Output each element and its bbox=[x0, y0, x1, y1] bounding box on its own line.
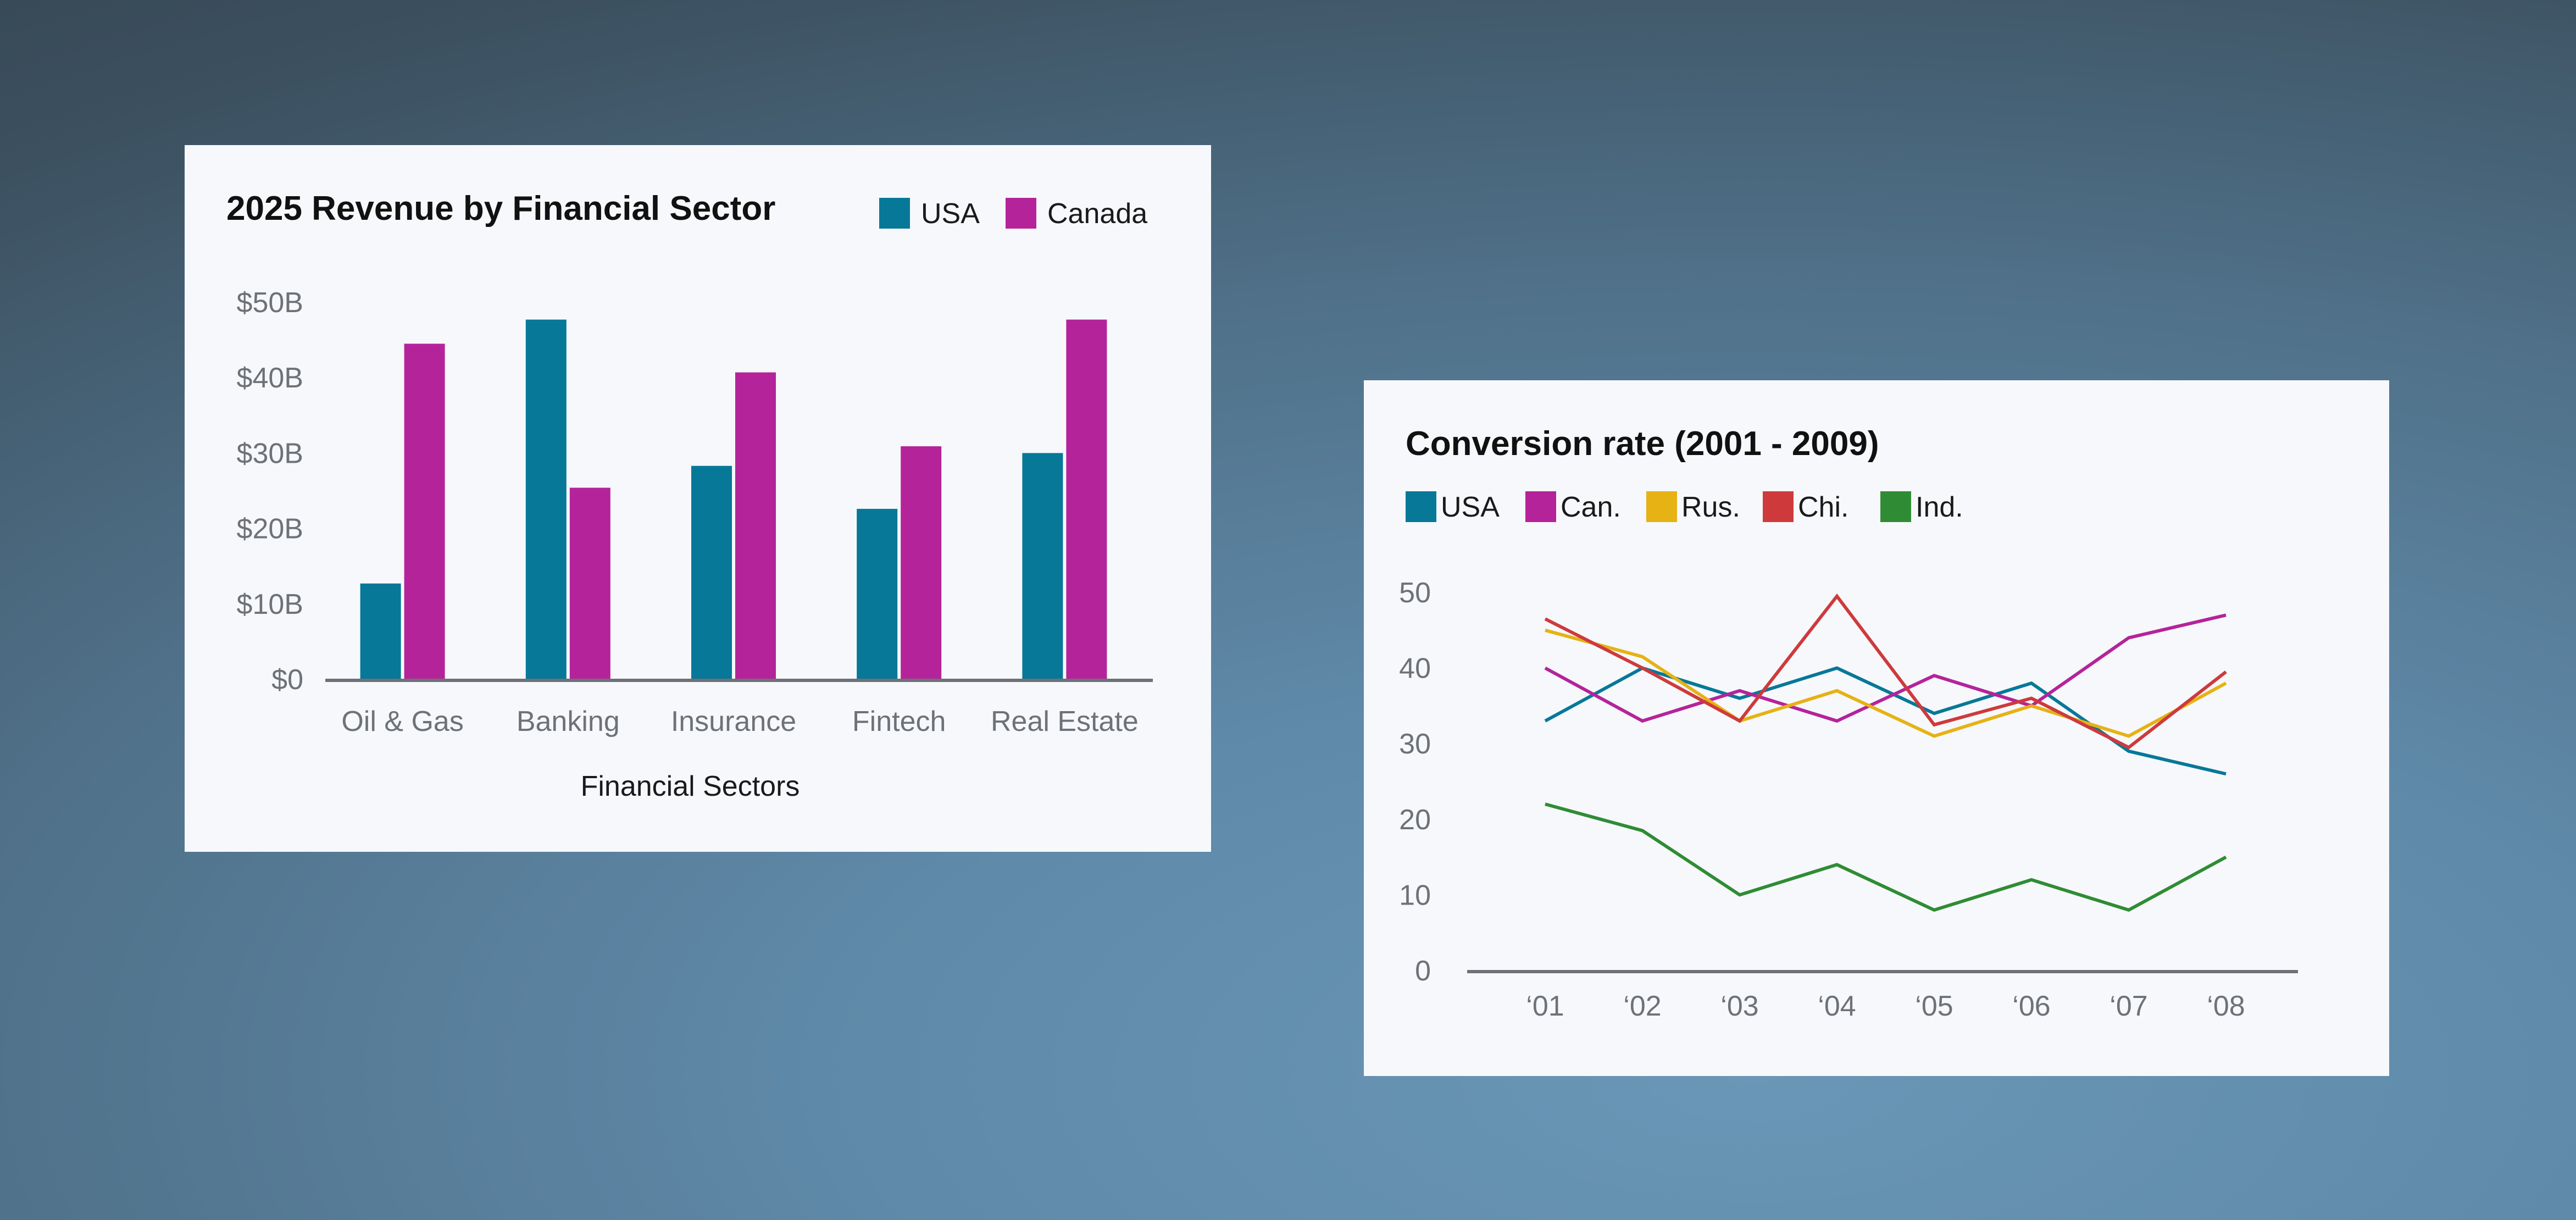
line-series-chi bbox=[1544, 593, 2227, 750]
bar-chart-y-axis: $0 $10B $20B $30B $40B $50B bbox=[237, 287, 303, 696]
x-tick-label: ‘06 bbox=[2012, 990, 2050, 1022]
x-tick-label: Insurance bbox=[671, 706, 796, 737]
y-tick-label: 40 bbox=[1399, 653, 1431, 685]
line-chart-title: Conversion rate (2001 - 2009) bbox=[1406, 425, 1879, 463]
x-tick-label: ‘01 bbox=[1526, 990, 1564, 1022]
line-chart-series bbox=[1544, 593, 2227, 912]
legend-swatch-usa bbox=[1406, 491, 1436, 522]
x-tick-label: ‘08 bbox=[2207, 990, 2245, 1022]
y-tick-label: $10B bbox=[237, 589, 303, 620]
bar-canada-fintech bbox=[901, 446, 942, 679]
legend-label-usa: USA bbox=[1441, 491, 1500, 523]
legend-swatch-ind bbox=[1880, 491, 1911, 522]
bar-chart-x-axis: Oil & Gas Banking Insurance Fintech Real Est… bbox=[341, 706, 1138, 737]
bar-canada-real-estate bbox=[1066, 319, 1107, 679]
bar-canada-banking bbox=[569, 487, 610, 679]
x-tick-label: ‘04 bbox=[1818, 990, 1856, 1022]
legend-swatch-usa bbox=[879, 198, 910, 229]
bar-canada-insurance bbox=[735, 372, 776, 679]
x-tick-label: ‘03 bbox=[1720, 990, 1758, 1022]
bar-chart-legend: USA Canada bbox=[879, 198, 1147, 230]
legend-label-canada: Canada bbox=[1047, 198, 1147, 230]
legend-label-rus: Rus. bbox=[1681, 491, 1740, 523]
legend-label-usa: USA bbox=[921, 198, 980, 230]
y-tick-label: 0 bbox=[1415, 955, 1431, 987]
line-chart-y-axis: 0 10 20 30 40 50 bbox=[1399, 577, 1431, 987]
y-tick-label: 30 bbox=[1399, 728, 1431, 760]
y-tick-label: $0 bbox=[271, 664, 303, 696]
bar-chart-x-axis-title: Financial Sectors bbox=[581, 770, 800, 802]
legend-swatch-rus bbox=[1646, 491, 1677, 522]
x-tick-label: ‘02 bbox=[1623, 990, 1661, 1022]
conversion-line-chart-card: Conversion rate (2001 - 2009) USA Can. Rus… bbox=[1364, 380, 2389, 1076]
y-tick-label: $50B bbox=[237, 287, 303, 319]
legend-label-ind: Ind. bbox=[1916, 491, 1963, 523]
revenue-bar-chart: 2025 Revenue by Financial Sector USA Cana… bbox=[226, 190, 1153, 802]
bar-usa-oil-gas bbox=[360, 583, 401, 679]
x-tick-label: Real Estate bbox=[991, 706, 1139, 737]
bar-canada-oil-gas bbox=[404, 343, 445, 679]
x-tick-label: Oil & Gas bbox=[341, 706, 464, 737]
y-tick-label: $30B bbox=[237, 437, 303, 469]
bar-usa-real-estate bbox=[1022, 453, 1063, 679]
legend-swatch-canada bbox=[1006, 198, 1036, 229]
legend-label-chi: Chi. bbox=[1798, 491, 1848, 523]
bar-usa-banking bbox=[525, 319, 567, 679]
x-tick-label: ‘07 bbox=[2109, 990, 2147, 1022]
line-series-ind bbox=[1545, 802, 2227, 912]
y-tick-label: 20 bbox=[1399, 804, 1431, 836]
y-tick-label: 50 bbox=[1399, 577, 1431, 609]
bar-chart-title: 2025 Revenue by Financial Sector bbox=[226, 190, 775, 228]
line-series-can bbox=[1544, 613, 2227, 723]
legend-swatch-can bbox=[1525, 491, 1556, 522]
x-tick-label: Fintech bbox=[852, 706, 946, 737]
x-tick-label: Banking bbox=[517, 706, 620, 737]
bar-usa-fintech bbox=[857, 508, 898, 679]
bar-usa-insurance bbox=[691, 465, 732, 679]
line-chart-legend: USA Can. Rus. Chi. Ind. bbox=[1406, 491, 1963, 523]
line-series-rus bbox=[1545, 628, 2227, 738]
x-tick-label: ‘05 bbox=[1915, 990, 1953, 1022]
legend-label-can: Can. bbox=[1561, 491, 1621, 523]
bar-chart-bars bbox=[360, 319, 1107, 679]
line-chart-x-axis: ‘01 ‘02 ‘03 ‘04 ‘05 ‘06 ‘07 ‘08 bbox=[1526, 990, 2245, 1022]
y-tick-label: $40B bbox=[237, 362, 303, 394]
revenue-bar-chart-card: 2025 Revenue by Financial Sector USA Cana… bbox=[185, 145, 1211, 852]
y-tick-label: $20B bbox=[237, 513, 303, 545]
y-tick-label: 10 bbox=[1399, 879, 1431, 911]
conversion-line-chart: Conversion rate (2001 - 2009) USA Can. Rus… bbox=[1399, 425, 2298, 1022]
legend-swatch-chi bbox=[1763, 491, 1794, 522]
